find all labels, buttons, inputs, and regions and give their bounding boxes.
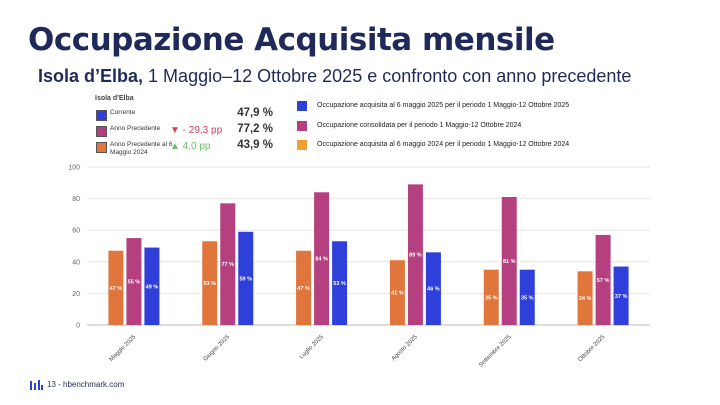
summary-swatch-current — [96, 110, 107, 121]
data-label: 35 % — [485, 295, 498, 301]
x-tick-label: Settembre 2025 — [478, 334, 513, 369]
data-label: 89 % — [409, 253, 422, 259]
y-tick-label: 20 — [72, 291, 80, 298]
y-tick-label: 100 — [68, 165, 80, 172]
bar — [238, 231, 254, 325]
data-label: 37 % — [615, 294, 628, 300]
x-tick-label: Agosto 2025 — [391, 334, 420, 363]
summary-label-previous: Anno Precedente — [110, 125, 161, 132]
data-label: 46 % — [427, 287, 440, 293]
bar — [595, 234, 611, 325]
slide-title: Occupazione Acquisita mensile — [28, 22, 555, 58]
legend-swatch — [297, 101, 307, 111]
bar-chart: 0 20 40 60 80 100 47 % 55 % 49 % Maggio 2025 53 % 7… — [68, 165, 650, 369]
legend-item: Occupazione consolidata per il periodo 1… — [297, 121, 617, 135]
summary-delta-previous: ▼ - 29,3 pp — [170, 125, 223, 136]
summary-value-previous-at-date: 43,9 % — [237, 139, 273, 151]
summary-box: Isola d'Elba Corrente 47,9 % Anno Preced… — [93, 95, 273, 160]
legend-label: Occupazione acquisita al 6 maggio 2025 p… — [317, 102, 570, 109]
data-label: 41 % — [391, 291, 404, 297]
legend-item: Occupazione acquisita al 6 maggio 2024 p… — [297, 140, 617, 154]
legend-item: Occupazione acquisita al 6 maggio 2025 p… — [297, 101, 617, 115]
data-label: 57 % — [597, 278, 610, 284]
bar — [577, 271, 593, 325]
bar — [202, 241, 218, 325]
data-label: 81 % — [503, 259, 516, 265]
bar — [425, 252, 441, 325]
bar — [389, 260, 405, 325]
footer-text: 13 - hbenchmark.com — [47, 380, 125, 389]
x-tick-label: Maggio 2025 — [109, 334, 138, 363]
summary-title: Isola d'Elba — [95, 95, 134, 102]
x-tick-label: Ottobre 2025 — [577, 334, 606, 363]
bar — [296, 250, 312, 325]
bar — [126, 238, 142, 325]
legend-swatch — [297, 121, 307, 131]
x-tick-label: Giugno 2025 — [203, 334, 232, 363]
legend-label: Occupazione acquisita al 6 maggio 2024 p… — [317, 141, 570, 148]
y-tick-label: 0 — [76, 323, 80, 330]
hbenchmark-logo-icon — [30, 380, 43, 390]
summary-value-previous: 77,2 % — [237, 123, 273, 135]
bar — [108, 250, 124, 325]
data-label: 35 % — [521, 295, 534, 301]
y-tick-label: 40 — [72, 259, 80, 266]
data-label: 47 % — [110, 286, 123, 292]
summary-delta-previous-at-date: ▲ 4,0 pp — [170, 141, 211, 152]
summary-swatch-previous-at-date — [96, 142, 107, 153]
bar — [144, 247, 160, 325]
subtitle-location: Isola d’Elba, — [38, 66, 144, 86]
x-tick-label: Luglio 2025 — [299, 334, 326, 361]
data-label: 77 % — [221, 262, 234, 268]
data-label: 47 % — [297, 286, 310, 292]
y-tick-label: 60 — [72, 228, 80, 235]
summary-label-previous-at-date: Anno Precedente al 6 Maggio 2024 — [110, 141, 173, 156]
data-label: 34 % — [579, 296, 592, 302]
bar — [332, 241, 348, 325]
summary-label-current: Corrente — [110, 109, 136, 116]
data-label: 53 % — [203, 281, 216, 287]
bar — [407, 184, 423, 325]
summary-swatch-previous — [96, 126, 107, 137]
subtitle-period: 1 Maggio–12 Ottobre 2025 e confronto con… — [148, 66, 632, 86]
data-label: 55 % — [128, 280, 141, 286]
data-label: 53 % — [333, 281, 346, 287]
bar — [519, 269, 535, 325]
summary-row-current: Corrente 47,9 % — [93, 107, 273, 127]
bar — [314, 192, 330, 325]
bar — [501, 197, 517, 325]
y-tick-label: 80 — [72, 196, 80, 203]
bar — [613, 266, 629, 325]
data-label: 49 % — [146, 284, 159, 290]
legend-label: Occupazione consolidata per il periodo 1… — [317, 122, 522, 129]
bar — [483, 269, 499, 325]
data-label: 59 % — [239, 276, 252, 282]
slide-subtitle: Isola d’Elba, 1 Maggio–12 Ottobre 2025 e… — [38, 66, 631, 87]
data-label: 84 % — [315, 257, 328, 263]
legend-swatch — [297, 140, 307, 150]
summary-value-current: 47,9 % — [237, 107, 273, 119]
bar — [220, 203, 236, 325]
summary-row-previous-at-date: Anno Precedente al 6 Maggio 2024 ▲ 4,0 p… — [93, 139, 273, 159]
summary-row-previous: Anno Precedente ▼ - 29,3 pp 77,2 % — [93, 123, 273, 143]
